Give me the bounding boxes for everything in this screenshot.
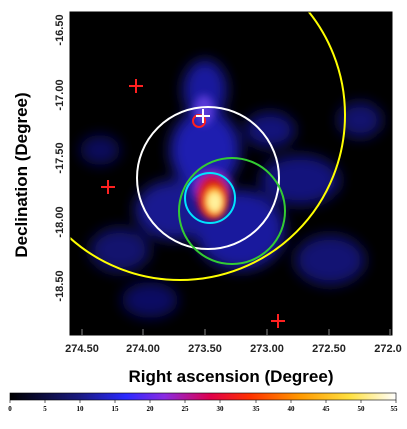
- x-axis-title: Right ascension (Degree): [129, 367, 334, 386]
- y-tick-label: -17.50: [54, 142, 66, 173]
- y-tick-label: -17.00: [54, 79, 66, 110]
- region-overlays: [70, 12, 346, 281]
- colorbar-label: 20: [147, 405, 155, 413]
- y-tick-labels: -16.50 -17.00 -17.50 -18.00 -18.50: [54, 14, 66, 301]
- colorbar-label: 40: [288, 405, 296, 413]
- red-cross-marker: [101, 180, 115, 194]
- x-tick-labels: 274.50 274.00 273.50 273.00 272.50 272.0: [65, 343, 402, 355]
- plot-frame: [69, 11, 393, 336]
- colorbar-label: 15: [112, 405, 120, 413]
- cross-markers: [101, 79, 285, 328]
- colorbar-label: 0: [8, 405, 12, 413]
- colorbar-labels: 0 5 10 15 20 25 30 35 40 45 50 55: [8, 405, 398, 413]
- large-yellow-circle: [70, 12, 346, 281]
- x-tick-marks: [81, 329, 391, 335]
- colorbar-tick-marks: [9, 400, 397, 403]
- colorbar-label: 10: [77, 405, 85, 413]
- colorbar-label: 45: [323, 405, 331, 413]
- red-cross-marker: [271, 314, 285, 328]
- colorbar-label: 5: [43, 405, 47, 413]
- colorbar-label: 30: [217, 405, 225, 413]
- x-tick-label: 274.00: [126, 343, 160, 355]
- x-tick-label: 272.0: [374, 343, 402, 355]
- white-circle: [136, 106, 280, 250]
- green-circle: [178, 157, 286, 265]
- colorbar-label: 35: [253, 405, 261, 413]
- colorbar-label: 50: [358, 405, 366, 413]
- y-tick-label: -18.50: [54, 270, 66, 301]
- y-tick-label: -16.50: [54, 14, 66, 45]
- x-tick-label: 272.50: [312, 343, 346, 355]
- colorbar-label: 25: [182, 405, 190, 413]
- y-tick-label: -18.00: [54, 206, 66, 237]
- x-tick-label: 273.50: [188, 343, 222, 355]
- cyan-circle: [184, 172, 236, 224]
- diffuse-emission: [80, 60, 382, 318]
- x-tick-label: 273.00: [250, 343, 284, 355]
- white-cross-marker: [196, 109, 210, 123]
- red-cross-marker: [129, 79, 143, 93]
- y-axis-title: Declination (Degree): [12, 92, 31, 257]
- colorbar: [9, 392, 397, 401]
- colorbar-label: 55: [391, 405, 399, 413]
- x-tick-label: 274.50: [65, 343, 99, 355]
